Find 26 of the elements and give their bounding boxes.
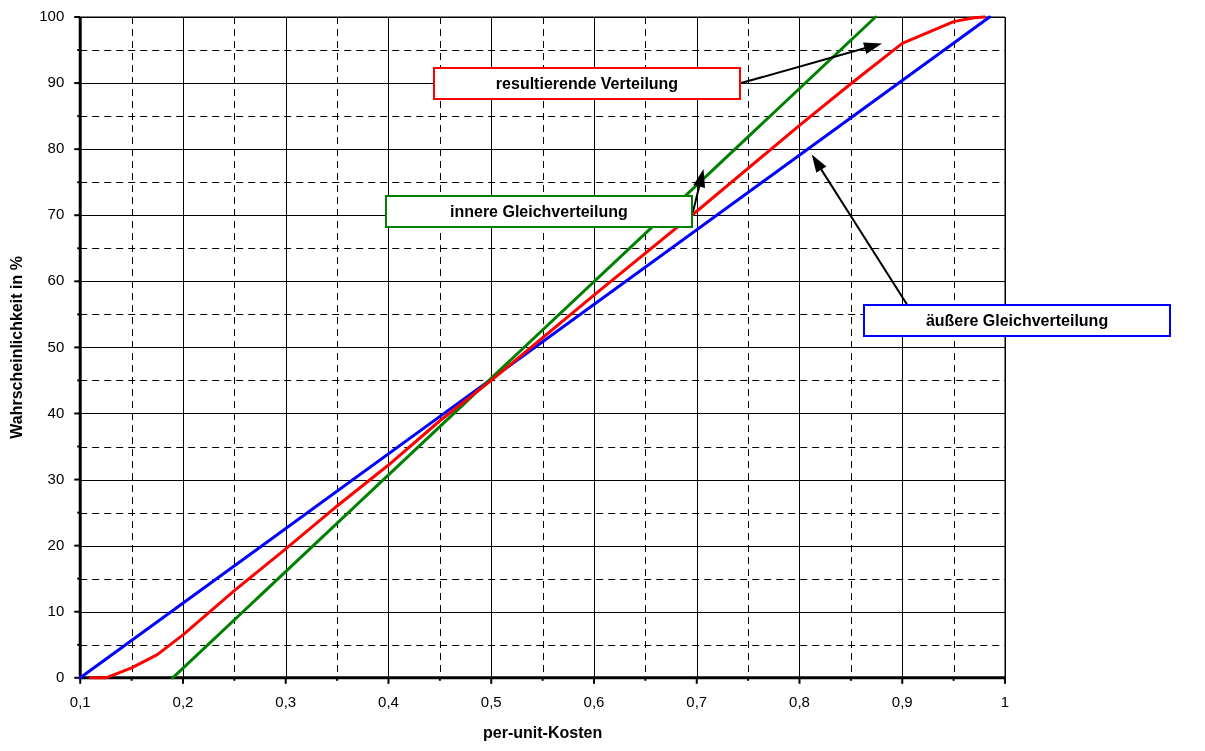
y-tick-label: 70 [47, 205, 65, 223]
y-tick-label: 50 [47, 337, 65, 355]
y-tick-label: 30 [47, 469, 65, 487]
y-tick-label: 20 [47, 535, 65, 553]
x-tick-label: 0,7 [686, 692, 708, 710]
x-tick-label: 0,2 [172, 692, 194, 710]
x-tick-label: 0,9 [891, 692, 913, 710]
y-tick-label: 0 [55, 667, 65, 685]
x-tick-label: 0,5 [480, 692, 502, 710]
x-tick-label: 0,1 [69, 692, 91, 710]
y-axis-title: Wahrscheinlichkeit in % [8, 256, 26, 439]
x-tick-label: 0,3 [275, 692, 297, 710]
note-box: resultierende Verteilung [433, 66, 741, 100]
note-box: äußere Gleichverteilung [863, 304, 1171, 338]
x-axis-title: per-unit-Kosten [483, 723, 603, 741]
y-tick-label: 40 [47, 403, 65, 421]
y-tick-label: 10 [47, 601, 65, 619]
x-tick-label: 0,6 [583, 692, 605, 710]
y-tick-label: 100 [39, 7, 65, 25]
x-tick-label: 1 [1000, 692, 1010, 710]
y-tick-label: 60 [47, 271, 65, 289]
y-tick-label: 80 [47, 139, 65, 157]
note-box: innere Gleichverteilung [384, 195, 693, 229]
x-tick-label: 0,8 [789, 692, 810, 710]
x-tick-label: 0,4 [378, 692, 399, 710]
y-tick-label: 90 [47, 73, 65, 91]
